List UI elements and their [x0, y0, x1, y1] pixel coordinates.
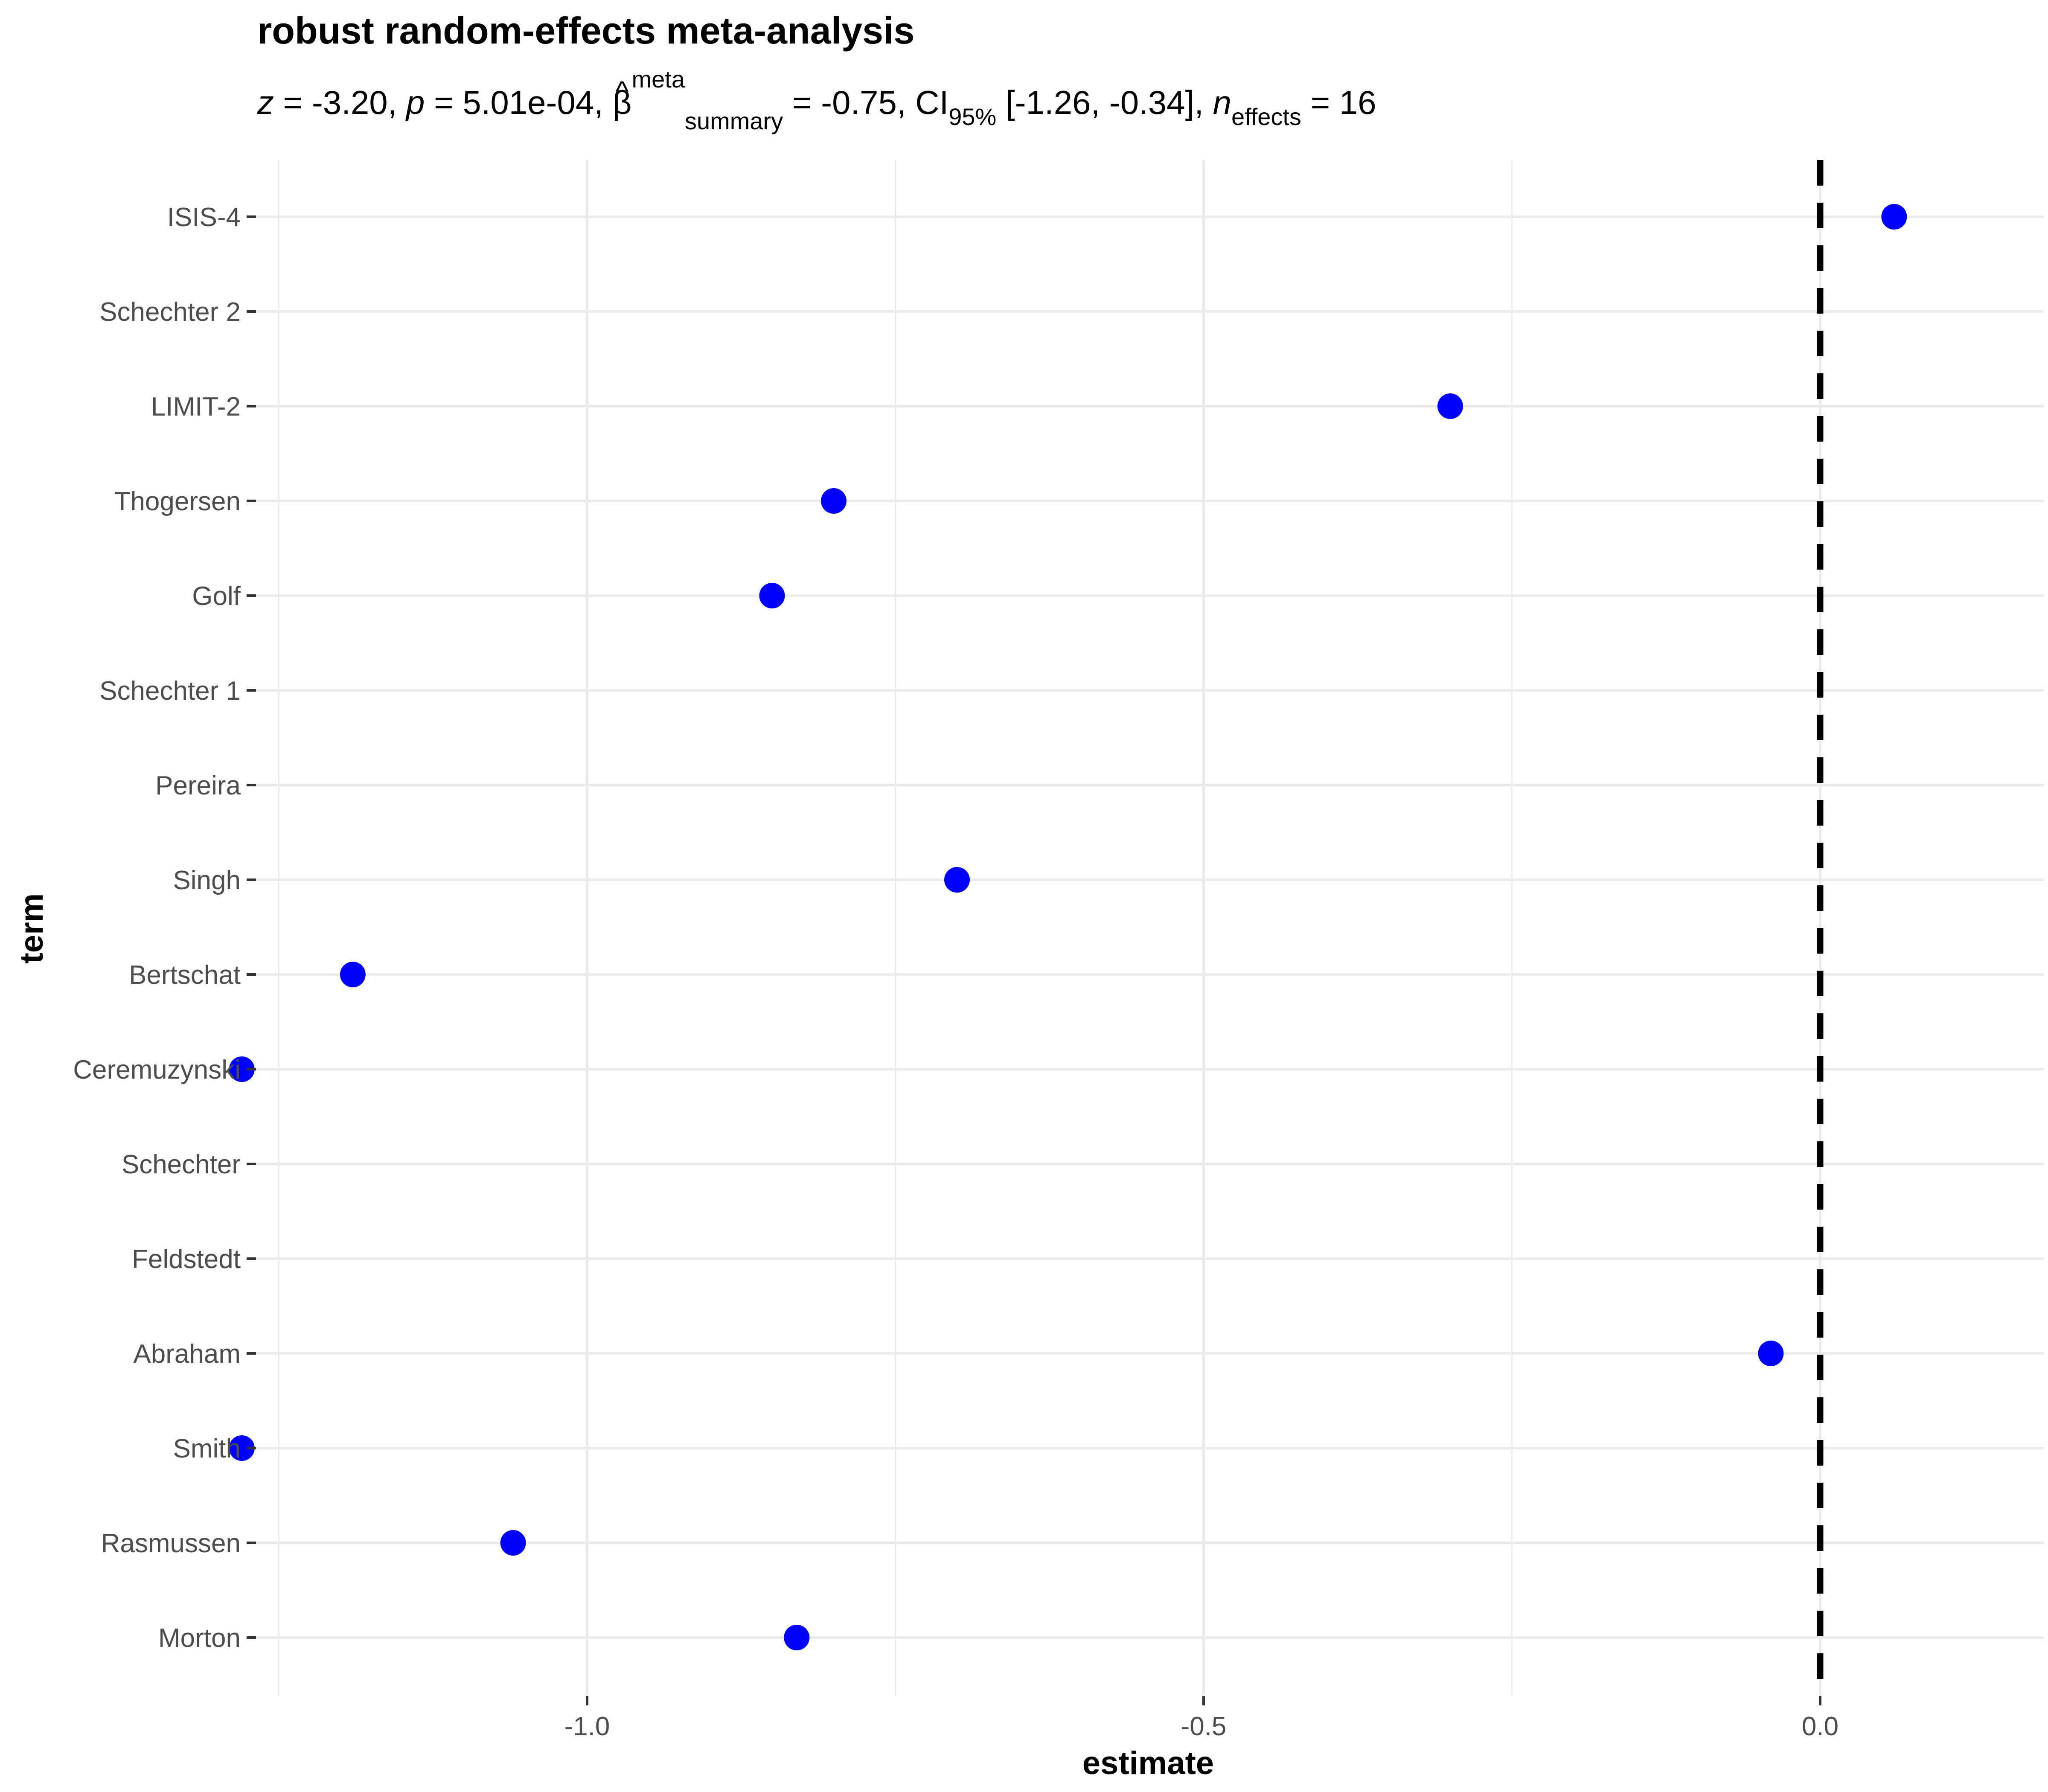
grid-layer	[256, 160, 2044, 1696]
y-tick-label: Golf	[192, 582, 241, 611]
subtitle-z-value: = -3.20,	[274, 84, 406, 121]
subtitle-ci-value: [-1.26, -0.34],	[996, 84, 1213, 121]
subtitle-beta-value: = -0.75,	[783, 84, 915, 121]
subtitle-beta-hat: ^	[616, 75, 629, 107]
x-tick-label: 0.0	[1802, 1712, 1839, 1741]
x-tick-label: -1.0	[564, 1712, 610, 1741]
point-singh	[944, 867, 970, 893]
y-tick-label: LIMIT-2	[151, 392, 241, 422]
subtitle-beta-sub: summary	[685, 108, 783, 134]
y-tick-label: Singh	[173, 866, 241, 895]
x-axis-ticks: -2.5-2.0-1.5-1.0-0.50.0	[564, 1696, 1839, 1741]
point-ceremuzynski	[229, 1056, 255, 1082]
point-golf	[759, 583, 785, 608]
subtitle-ci-label: CI	[915, 84, 948, 121]
y-tick-label: Schechter 1	[99, 676, 241, 706]
subtitle-ci-sub: 95%	[948, 103, 996, 130]
point-bertschat	[340, 962, 366, 987]
point-isis-4	[1881, 204, 1907, 230]
subtitle-n-sub: effects	[1231, 103, 1301, 130]
y-axis-title: term	[14, 893, 50, 964]
x-tick-label: -0.5	[1181, 1712, 1227, 1741]
x-axis-title: estimate	[1082, 1745, 1214, 1781]
y-tick-label: Rasmussen	[101, 1529, 241, 1558]
subtitle-n-label: n	[1213, 84, 1231, 121]
y-tick-label: ISIS-4	[167, 203, 241, 232]
points-layer	[229, 204, 1907, 1650]
y-tick-label: Morton	[158, 1623, 241, 1653]
y-tick-label: Feldstedt	[132, 1245, 241, 1274]
subtitle-beta-symbol: β	[613, 84, 632, 121]
subtitle-beta-sup: meta	[631, 66, 685, 93]
point-abraham	[1758, 1341, 1784, 1366]
chart-subtitle: z = -3.20, p = 5.01e-04, βmetasummary = …	[257, 66, 1376, 134]
y-tick-label: Abraham	[133, 1339, 241, 1369]
point-morton	[784, 1625, 810, 1650]
subtitle-n-value: = 16	[1301, 84, 1376, 121]
y-axis-ticks: ISIS-4 Schechter 2 LIMIT-2 Thogersen Golf Sch…	[73, 203, 256, 1653]
chart-title: robust random-effects meta-analysis	[257, 9, 914, 52]
subtitle-p-value: = 5.01e-04,	[425, 84, 612, 121]
y-tick-label: Bertschat	[129, 960, 241, 990]
y-tick-label: Pereira	[155, 771, 241, 800]
subtitle-z-label: z	[257, 84, 274, 121]
point-rasmussen	[500, 1530, 526, 1556]
point-smith	[229, 1435, 255, 1461]
point-limit-2	[1437, 393, 1463, 419]
y-tick-label: Schechter 2	[99, 297, 241, 327]
y-tick-label: Thogersen	[114, 487, 241, 516]
y-tick-label: Smith	[173, 1434, 241, 1463]
point-thogersen	[821, 488, 847, 514]
y-tick-label: Ceremuzynski	[73, 1055, 241, 1085]
subtitle-p-label: p	[405, 84, 425, 121]
y-tick-label: Schechter	[122, 1150, 241, 1179]
